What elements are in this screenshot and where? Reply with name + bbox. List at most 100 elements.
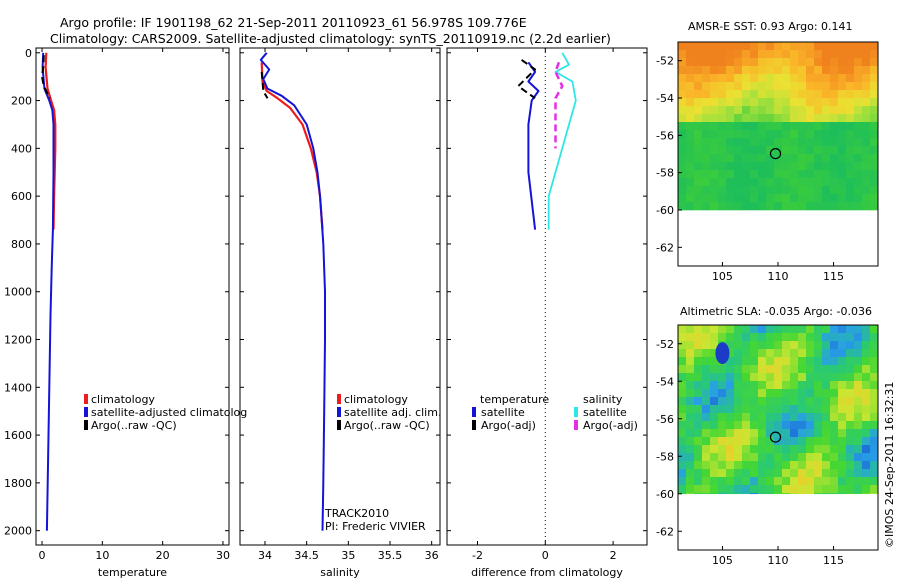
map-cell	[766, 202, 775, 211]
map-cell	[838, 90, 847, 99]
map-cell	[822, 341, 831, 350]
map-cell	[766, 162, 775, 171]
map-cell	[758, 437, 767, 446]
map-cell	[726, 397, 735, 406]
map-cell	[838, 485, 847, 494]
map-cell	[854, 397, 863, 406]
map-cell	[718, 106, 727, 115]
map-cell	[750, 341, 759, 350]
map-cell	[814, 437, 823, 446]
map-cell	[718, 405, 727, 414]
map-cell	[686, 170, 695, 179]
map-cell	[694, 146, 703, 155]
map-cell	[750, 66, 759, 75]
map-cell	[766, 365, 775, 374]
map-cell	[870, 437, 879, 446]
map-cell	[838, 42, 847, 51]
map-cell	[854, 357, 863, 366]
map-cell	[718, 90, 727, 99]
map-cell	[862, 461, 871, 470]
map-cell	[726, 325, 735, 334]
map-cell	[822, 485, 831, 494]
y-tick-label: -62	[656, 241, 674, 254]
map-cell	[718, 122, 727, 131]
map-cell	[854, 106, 863, 115]
map-cell	[686, 421, 695, 430]
map-cell	[758, 82, 767, 91]
map-cell	[734, 413, 743, 422]
y-tick-label: 0	[25, 47, 32, 60]
map-cell	[710, 365, 719, 374]
map-cell	[774, 485, 783, 494]
legend-label: satellite	[481, 406, 525, 419]
map-cell	[862, 485, 871, 494]
map-cell	[726, 477, 735, 486]
map-cell	[822, 389, 831, 398]
y-tick-label: 1800	[4, 477, 32, 490]
map-cell	[742, 357, 751, 366]
map-cell	[846, 485, 855, 494]
map-cell	[870, 413, 879, 422]
map-cell	[702, 154, 711, 163]
map-cell	[758, 170, 767, 179]
map-cell	[742, 365, 751, 374]
map-cell	[766, 429, 775, 438]
map-cell	[742, 381, 751, 390]
map-cell	[798, 453, 807, 462]
x-tick-label: 10	[95, 549, 109, 562]
map-cell	[734, 357, 743, 366]
map-cell	[678, 66, 687, 75]
map-cell	[830, 477, 839, 486]
map-cell	[798, 82, 807, 91]
map-cell	[814, 381, 823, 390]
map-cell	[726, 146, 735, 155]
map-cell	[694, 162, 703, 171]
x-tick-label: 0	[542, 549, 549, 562]
map-cell	[790, 349, 799, 358]
map-cell	[798, 58, 807, 67]
map-cell	[750, 202, 759, 211]
map-cell	[734, 469, 743, 478]
map-cell	[742, 202, 751, 211]
map-cell	[758, 453, 767, 462]
map-cell	[750, 58, 759, 67]
map-cell	[710, 202, 719, 211]
map-cell	[710, 114, 719, 123]
map-cell	[798, 333, 807, 342]
map-cell	[838, 146, 847, 155]
map-cell	[686, 66, 695, 75]
map-cell	[734, 42, 743, 51]
map-cell	[790, 453, 799, 462]
map-cell	[822, 114, 831, 123]
map-cell	[790, 90, 799, 99]
map-cell	[846, 341, 855, 350]
map-cell	[734, 170, 743, 179]
map-cell	[870, 202, 879, 211]
map-cell	[870, 405, 879, 414]
figure-title-line1: Argo profile: IF 1901198_62 21-Sep-2011 …	[60, 15, 527, 30]
map-cell	[814, 469, 823, 478]
map-cell	[718, 138, 727, 147]
map-cell	[854, 66, 863, 75]
map-cell	[790, 381, 799, 390]
map-cell	[870, 381, 879, 390]
map-cell	[750, 50, 759, 59]
map-cell	[766, 397, 775, 406]
map-cell	[782, 357, 791, 366]
map-cell	[838, 357, 847, 366]
map-cell	[830, 365, 839, 374]
map-cell	[710, 413, 719, 422]
map-cell	[806, 397, 815, 406]
map-cell	[814, 58, 823, 67]
map-cell	[814, 397, 823, 406]
difference-panel: -2 0 2 difference from climatology	[446, 47, 648, 579]
map-cell	[830, 429, 839, 438]
map-cell	[734, 381, 743, 390]
map-cell	[710, 373, 719, 382]
map-cell	[726, 333, 735, 342]
map-cell	[710, 178, 719, 187]
map-cell	[862, 170, 871, 179]
map-cell	[694, 445, 703, 454]
map-cell	[830, 461, 839, 470]
map-cell	[758, 122, 767, 131]
